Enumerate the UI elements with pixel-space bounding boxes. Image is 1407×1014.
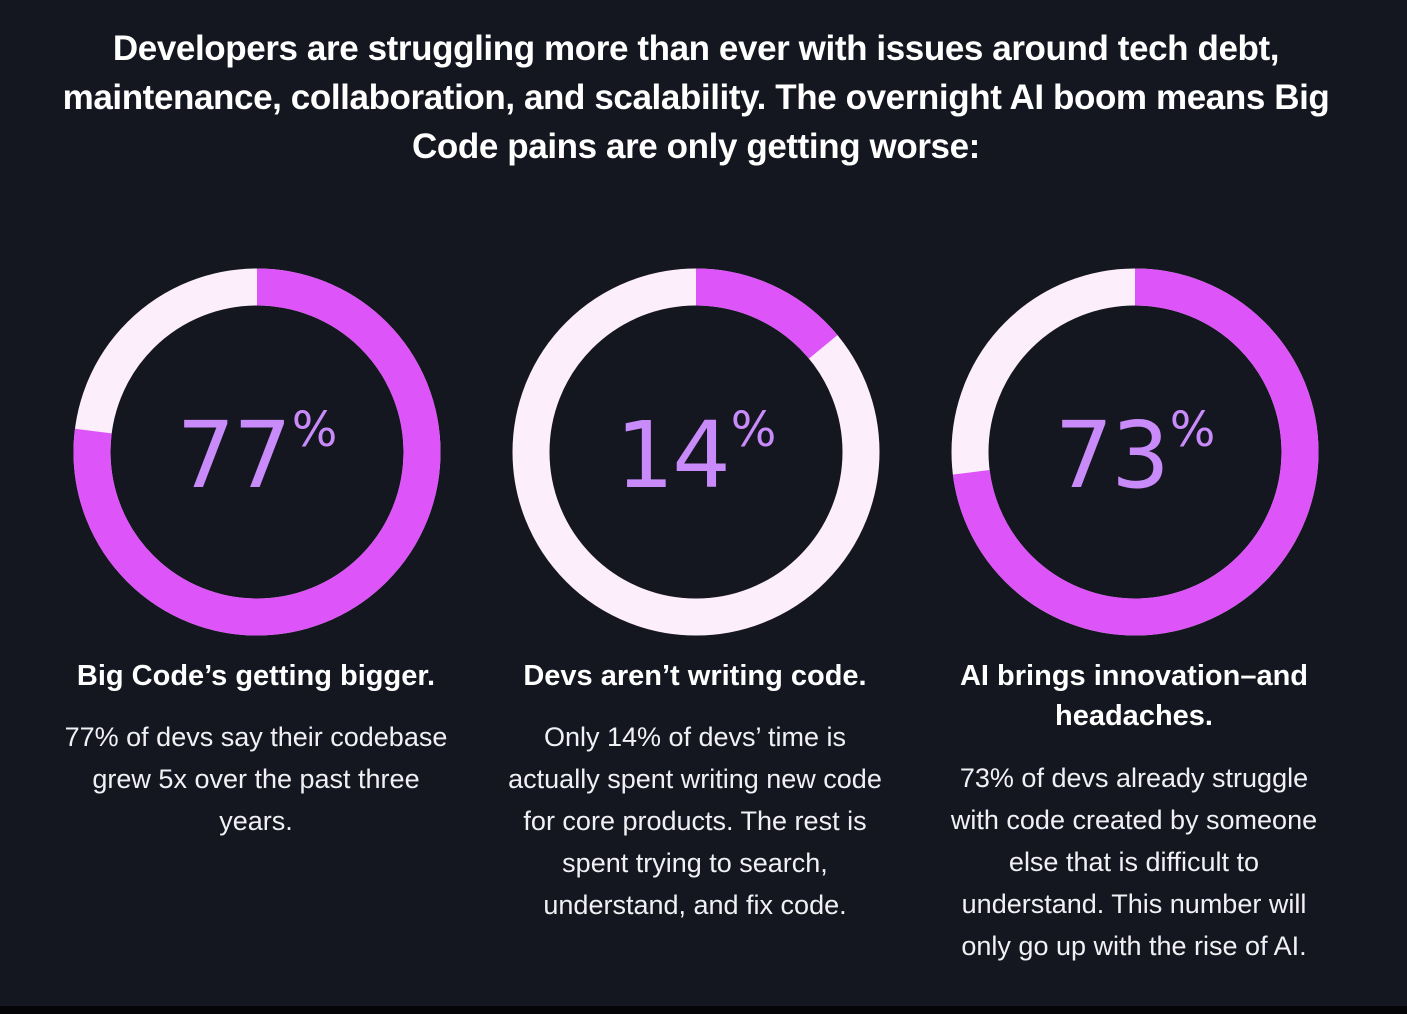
stat-title: Devs aren’t writing code. (523, 660, 867, 692)
donut-chart-73 (949, 266, 1321, 638)
stat-title: AI brings innovation–and headaches. (959, 660, 1308, 732)
donut-value-arc (512, 268, 880, 636)
page-headline: Developers are struggling more than ever… (62, 29, 1330, 166)
donut-value-arc (951, 268, 1319, 636)
donut-value-arc (73, 268, 441, 636)
donut-chart-77 (71, 266, 443, 638)
donut-chart-14 (510, 266, 882, 638)
stat-description: 73% of devs already struggle with code c… (950, 763, 1318, 961)
donut-svg (512, 268, 880, 636)
donut-svg (73, 268, 441, 636)
bottom-edge-bar (0, 1006, 1407, 1014)
donut-svg (951, 268, 1319, 636)
stat-description: Only 14% of devs’ time is actually spent… (508, 722, 882, 920)
stat-title: Big Code’s getting bigger. (76, 660, 436, 692)
stat-description: 77% of devs say their codebase grew 5x o… (64, 722, 448, 836)
